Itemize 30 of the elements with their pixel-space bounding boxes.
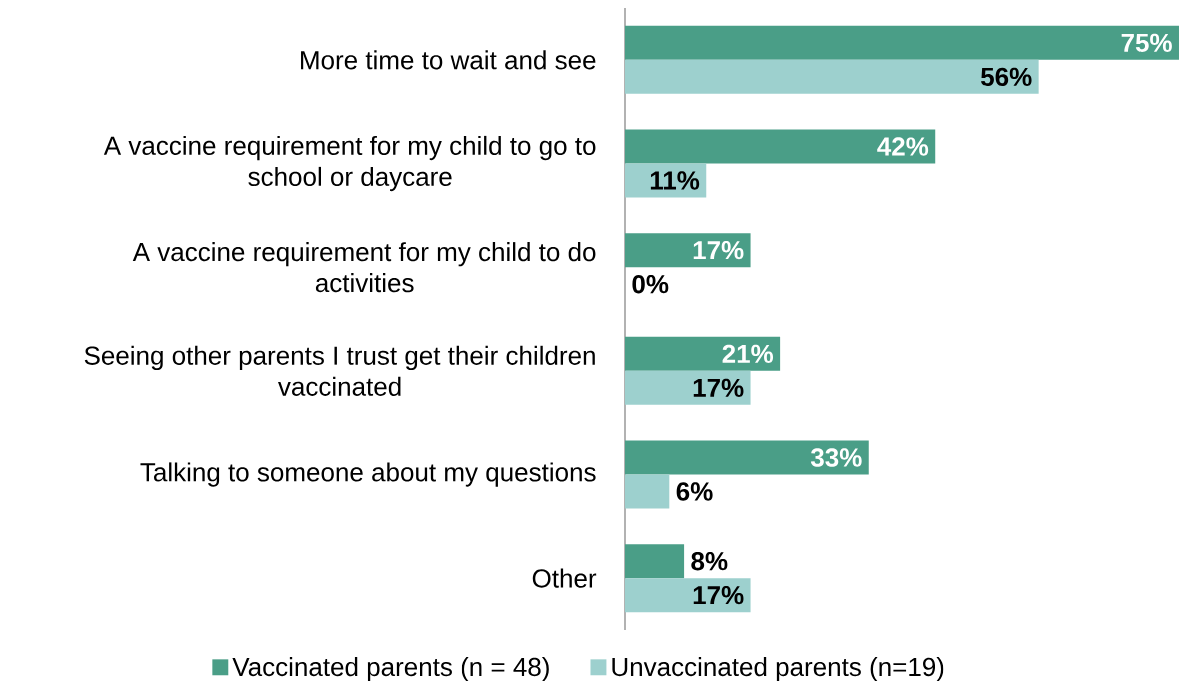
- bar: [625, 370, 751, 405]
- bar: [625, 474, 670, 509]
- bar: [625, 233, 751, 268]
- data-label: 8%: [691, 551, 728, 571]
- data-label: 56%: [981, 67, 1032, 87]
- bar: [625, 25, 1179, 60]
- bar: [625, 440, 869, 475]
- y-tick-label: Talking to someone about my questions: [140, 462, 596, 487]
- bar: [625, 578, 751, 613]
- data-label: 33%: [810, 448, 862, 467]
- data-label: 11%: [650, 171, 700, 190]
- legend-label: Unvaccinated parents (n=19): [612, 657, 944, 681]
- y-tick-label: Seeing other parents I trust get their children vaccinated: [84, 345, 595, 396]
- bar: [625, 544, 685, 579]
- y-tick-label: A vaccine requirement for my child to do activities: [132, 242, 596, 293]
- y-tick-label: A vaccine requirement for my child to go to school or daycare: [103, 135, 596, 192]
- y-tick-label: Other: [532, 568, 597, 588]
- data-label: 21%: [722, 344, 774, 364]
- data-label: 17%: [693, 241, 744, 260]
- data-label: 6%: [676, 482, 713, 501]
- bar: [625, 59, 1039, 94]
- data-label: 17%: [693, 378, 744, 397]
- data-label: 75%: [1121, 33, 1172, 53]
- data-label: 0%: [632, 274, 669, 294]
- bar: [625, 129, 936, 164]
- data-label: 42%: [877, 137, 929, 156]
- data-label: 17%: [693, 586, 744, 605]
- legend-label: Vaccinated parents (n = 48): [232, 657, 549, 681]
- bar: [625, 336, 781, 371]
- y-tick-label: More time to wait and see: [301, 50, 596, 70]
